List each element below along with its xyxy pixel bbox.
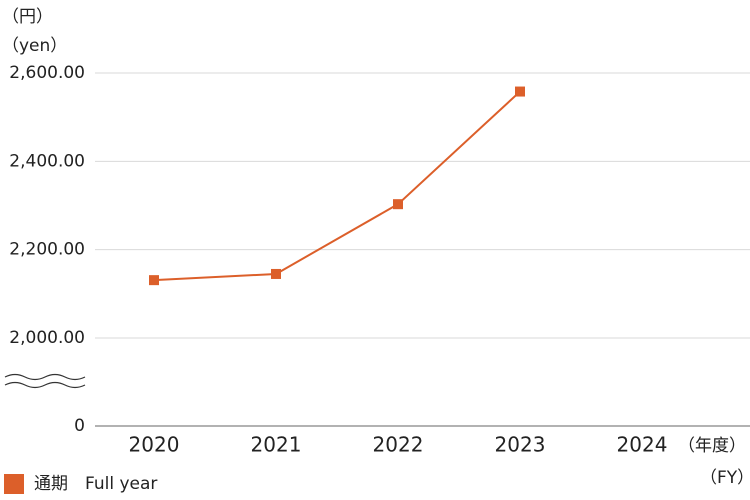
data-point <box>393 199 403 210</box>
series-line <box>153 90 521 282</box>
data-point <box>515 86 525 97</box>
y-tick-label: 2,200.00 <box>9 240 85 260</box>
legend-label: 通期 Full year <box>34 474 157 494</box>
x-tick-label: 2020 <box>129 433 180 457</box>
data-point <box>271 268 281 279</box>
x-unit-label: （FY） <box>700 468 750 488</box>
x-unit-label: （年度） <box>678 436 746 456</box>
y-tick-label: 0 <box>74 416 85 436</box>
x-tick-label: 2022 <box>373 433 424 457</box>
x-tick-label: 2024 <box>617 433 668 457</box>
axis-break <box>4 373 86 389</box>
legend-swatch <box>4 474 24 494</box>
data-point <box>149 275 159 286</box>
x-tick-label: 2023 <box>495 433 546 457</box>
y-unit-label: （円） <box>2 7 53 27</box>
x-tick-label: 2021 <box>251 433 302 457</box>
y-tick-label: 2,600.00 <box>9 63 85 83</box>
y-tick-label: 2,000.00 <box>9 328 85 348</box>
y-unit-label: （yen） <box>2 36 67 56</box>
y-tick-label: 2,400.00 <box>9 151 85 171</box>
